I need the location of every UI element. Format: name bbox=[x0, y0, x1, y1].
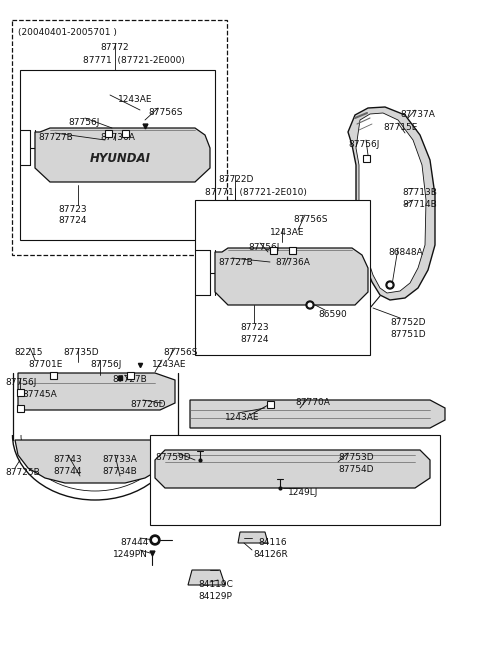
Text: 87756J: 87756J bbox=[248, 243, 279, 252]
Circle shape bbox=[388, 283, 392, 287]
Bar bbox=[127, 371, 133, 379]
Text: 87772: 87772 bbox=[100, 43, 129, 52]
Text: 87759D: 87759D bbox=[155, 453, 191, 462]
Text: (20040401-2005701 ): (20040401-2005701 ) bbox=[18, 28, 117, 37]
Text: 87714B: 87714B bbox=[402, 200, 437, 209]
Circle shape bbox=[306, 301, 314, 309]
Text: 1243AE: 1243AE bbox=[118, 95, 153, 104]
Text: 87734B: 87734B bbox=[102, 467, 137, 476]
Text: 87723: 87723 bbox=[240, 323, 269, 332]
Text: 87744: 87744 bbox=[53, 467, 82, 476]
Text: 1249LJ: 1249LJ bbox=[288, 488, 318, 497]
Text: 87723: 87723 bbox=[58, 205, 86, 214]
Bar bbox=[16, 388, 24, 396]
Bar bbox=[266, 400, 274, 407]
Text: 87727B: 87727B bbox=[218, 258, 253, 267]
Polygon shape bbox=[18, 373, 175, 410]
Text: 87444: 87444 bbox=[120, 538, 148, 547]
Text: 87701E: 87701E bbox=[28, 360, 62, 369]
Bar bbox=[150, 435, 440, 525]
Bar bbox=[49, 371, 57, 379]
Text: HYUNDAI: HYUNDAI bbox=[89, 151, 151, 164]
Text: 87713B: 87713B bbox=[402, 188, 437, 197]
Text: 87771  (87721-2E000): 87771 (87721-2E000) bbox=[83, 56, 185, 65]
Bar bbox=[288, 246, 296, 253]
Text: 87724: 87724 bbox=[58, 216, 86, 225]
Text: 87726D: 87726D bbox=[130, 400, 166, 409]
Text: 87735D: 87735D bbox=[63, 348, 98, 357]
Polygon shape bbox=[238, 532, 268, 543]
Text: 87736A: 87736A bbox=[275, 258, 310, 267]
Text: 87715E: 87715E bbox=[383, 123, 418, 132]
Polygon shape bbox=[190, 400, 445, 428]
Text: 1249PN: 1249PN bbox=[113, 550, 148, 559]
Text: 87745A: 87745A bbox=[22, 390, 57, 399]
Text: 87725B: 87725B bbox=[5, 468, 40, 477]
Bar bbox=[12, 20, 227, 255]
Circle shape bbox=[153, 538, 157, 542]
Circle shape bbox=[386, 281, 394, 289]
Text: 87752D: 87752D bbox=[390, 318, 425, 327]
Bar bbox=[121, 130, 129, 136]
Bar bbox=[362, 155, 370, 162]
Text: 87727B: 87727B bbox=[112, 375, 147, 384]
Text: 87753D: 87753D bbox=[338, 453, 373, 462]
Text: 87756J: 87756J bbox=[5, 378, 36, 387]
Text: 84119C: 84119C bbox=[198, 580, 233, 589]
Text: 86590: 86590 bbox=[318, 310, 347, 319]
Text: 87756J: 87756J bbox=[348, 140, 379, 149]
Text: 87751D: 87751D bbox=[390, 330, 426, 339]
Text: 1243AE: 1243AE bbox=[152, 360, 187, 369]
Text: 87754D: 87754D bbox=[338, 465, 373, 474]
Text: 87770A: 87770A bbox=[295, 398, 330, 407]
Polygon shape bbox=[35, 128, 210, 182]
Text: 87756S: 87756S bbox=[293, 215, 327, 224]
Bar bbox=[20, 70, 215, 240]
Bar bbox=[16, 405, 24, 411]
Text: 87771  (87721-2E010): 87771 (87721-2E010) bbox=[205, 188, 307, 197]
Text: 87727B: 87727B bbox=[38, 133, 73, 142]
Bar bbox=[195, 200, 370, 355]
Polygon shape bbox=[155, 450, 430, 488]
Circle shape bbox=[150, 535, 160, 545]
Text: 87756J: 87756J bbox=[90, 360, 121, 369]
Text: 1243AE: 1243AE bbox=[225, 413, 260, 422]
Text: 82215: 82215 bbox=[14, 348, 43, 357]
Bar bbox=[105, 130, 111, 136]
Polygon shape bbox=[356, 113, 426, 293]
Text: 87724: 87724 bbox=[240, 335, 268, 344]
Polygon shape bbox=[15, 440, 175, 483]
Text: 86848A: 86848A bbox=[388, 248, 423, 257]
Bar bbox=[269, 246, 276, 253]
Text: 87756S: 87756S bbox=[148, 108, 182, 117]
Polygon shape bbox=[215, 248, 368, 305]
Text: 87733A: 87733A bbox=[102, 455, 137, 464]
Text: 87722D: 87722D bbox=[218, 175, 253, 184]
Text: 87743: 87743 bbox=[53, 455, 82, 464]
Polygon shape bbox=[348, 107, 435, 300]
Circle shape bbox=[308, 303, 312, 307]
Text: 84126R: 84126R bbox=[253, 550, 288, 559]
Text: 87736A: 87736A bbox=[100, 133, 135, 142]
Polygon shape bbox=[188, 570, 225, 585]
Text: 84116: 84116 bbox=[258, 538, 287, 547]
Text: 87756S: 87756S bbox=[163, 348, 197, 357]
Text: 87756J: 87756J bbox=[68, 118, 99, 127]
Text: 1243AE: 1243AE bbox=[270, 228, 304, 237]
Text: 87737A: 87737A bbox=[400, 110, 435, 119]
Text: 84129P: 84129P bbox=[198, 592, 232, 601]
